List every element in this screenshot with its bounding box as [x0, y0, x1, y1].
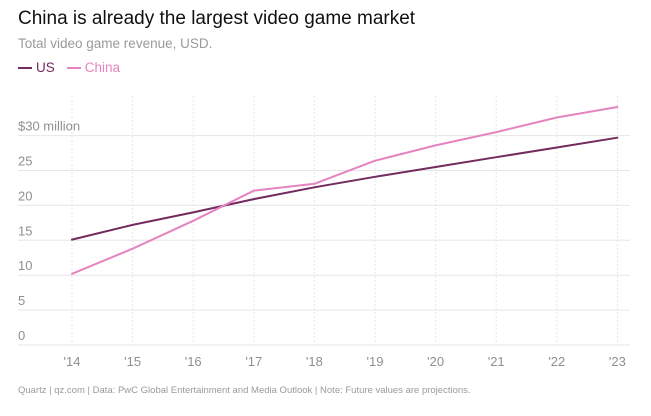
legend-item-china: China — [66, 60, 121, 75]
x-tick-label: '17 — [245, 354, 262, 369]
y-tick-label: 25 — [18, 154, 32, 169]
series-line-us — [71, 136, 619, 241]
chart-title: China is already the largest video game … — [18, 8, 416, 29]
y-tick-label: 10 — [18, 258, 32, 273]
chart-legend: US China — [18, 60, 132, 75]
x-tick-label: '15 — [124, 354, 141, 369]
legend-swatch-us — [18, 66, 32, 69]
label-layer: 0 5 10 15 20 25 $30 million '14 '15 '16 '17 '18 '19 '… — [18, 119, 626, 369]
x-tick-label: '22 — [548, 354, 565, 369]
series-layer — [71, 106, 619, 275]
y-tick-label: 5 — [18, 293, 25, 308]
chart-subtitle: Total video game revenue, USD. — [18, 36, 213, 51]
legend-item-us: US — [18, 60, 55, 75]
x-tick-label: '23 — [609, 354, 626, 369]
x-tick-label: '20 — [427, 354, 444, 369]
chart-source-note: Quartz | qz.com | Data: PwC Global Enter… — [18, 385, 471, 396]
grid-layer — [18, 96, 630, 346]
x-tick-label: '16 — [185, 354, 202, 369]
series-line-china — [71, 106, 619, 275]
x-tick-label: '14 — [64, 354, 81, 369]
y-tick-label: 20 — [18, 188, 32, 203]
x-tick-label: '19 — [367, 354, 384, 369]
legend-label-us: US — [36, 60, 55, 75]
line-chart: 0 5 10 15 20 25 $30 million '14 '15 '16 '17 '18 '19 '… — [18, 96, 630, 369]
legend-label-china: China — [84, 60, 121, 75]
y-tick-label: 0 — [18, 328, 25, 343]
legend-swatch-china — [66, 66, 81, 69]
x-tick-label: '21 — [488, 354, 505, 369]
x-tick-label: '18 — [306, 354, 323, 369]
y-tick-label: 15 — [18, 223, 32, 238]
y-tick-label: $30 million — [18, 119, 80, 134]
